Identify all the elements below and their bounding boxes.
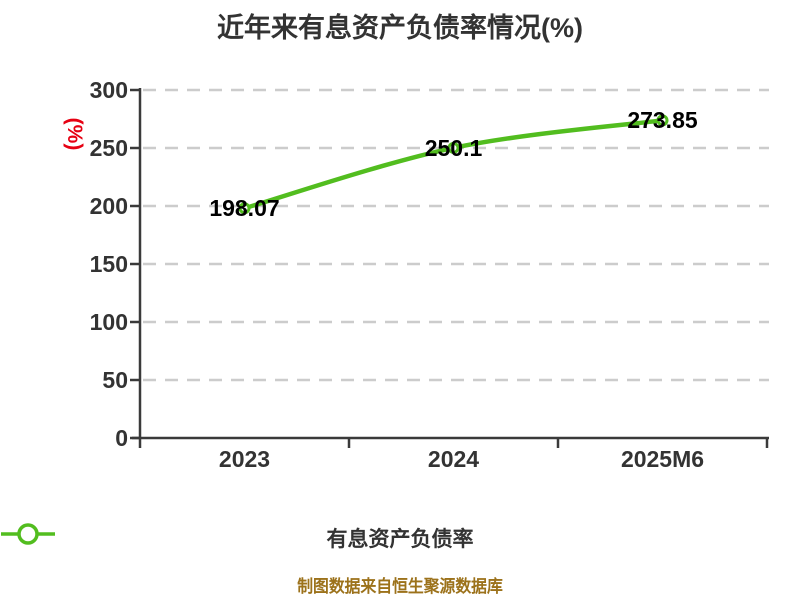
y-axis-tick-label: 150 <box>89 251 128 277</box>
legend-label: 有息资产负债率 <box>326 528 474 551</box>
y-axis-tick-label: 200 <box>89 193 128 219</box>
data-label: 273.85 <box>627 107 698 134</box>
x-axis-tick-label: 2024 <box>427 446 480 472</box>
legend[interactable]: 有息资产负债率 <box>0 521 800 555</box>
axis-ticks <box>130 88 769 448</box>
data-label: 198.07 <box>209 195 280 222</box>
y-axis-tick-label: 0 <box>115 425 128 451</box>
data-source-note: 制图数据来自恒生聚源数据库 <box>297 577 503 596</box>
legend-marker-icon <box>1 523 55 545</box>
y-axis-tick-label: 100 <box>89 309 128 335</box>
x-axis-tick-label: 2025M6 <box>620 446 705 472</box>
x-axis-tick-label: 2023 <box>218 446 271 472</box>
y-axis-tick-label: 50 <box>102 367 128 393</box>
series-line <box>242 118 665 211</box>
chart-title: 近年来有息资产负债率情况(%) <box>217 13 583 43</box>
data-point-markers <box>238 114 669 215</box>
gridlines <box>143 88 769 382</box>
data-label: 250.1 <box>424 134 483 161</box>
data-point-marker[interactable] <box>238 202 251 215</box>
y-axis-tick-label: 300 <box>89 77 128 103</box>
y-axis-tick-label: 250 <box>89 135 128 161</box>
data-point-marker[interactable] <box>447 141 460 154</box>
data-point-marker[interactable] <box>656 114 669 127</box>
